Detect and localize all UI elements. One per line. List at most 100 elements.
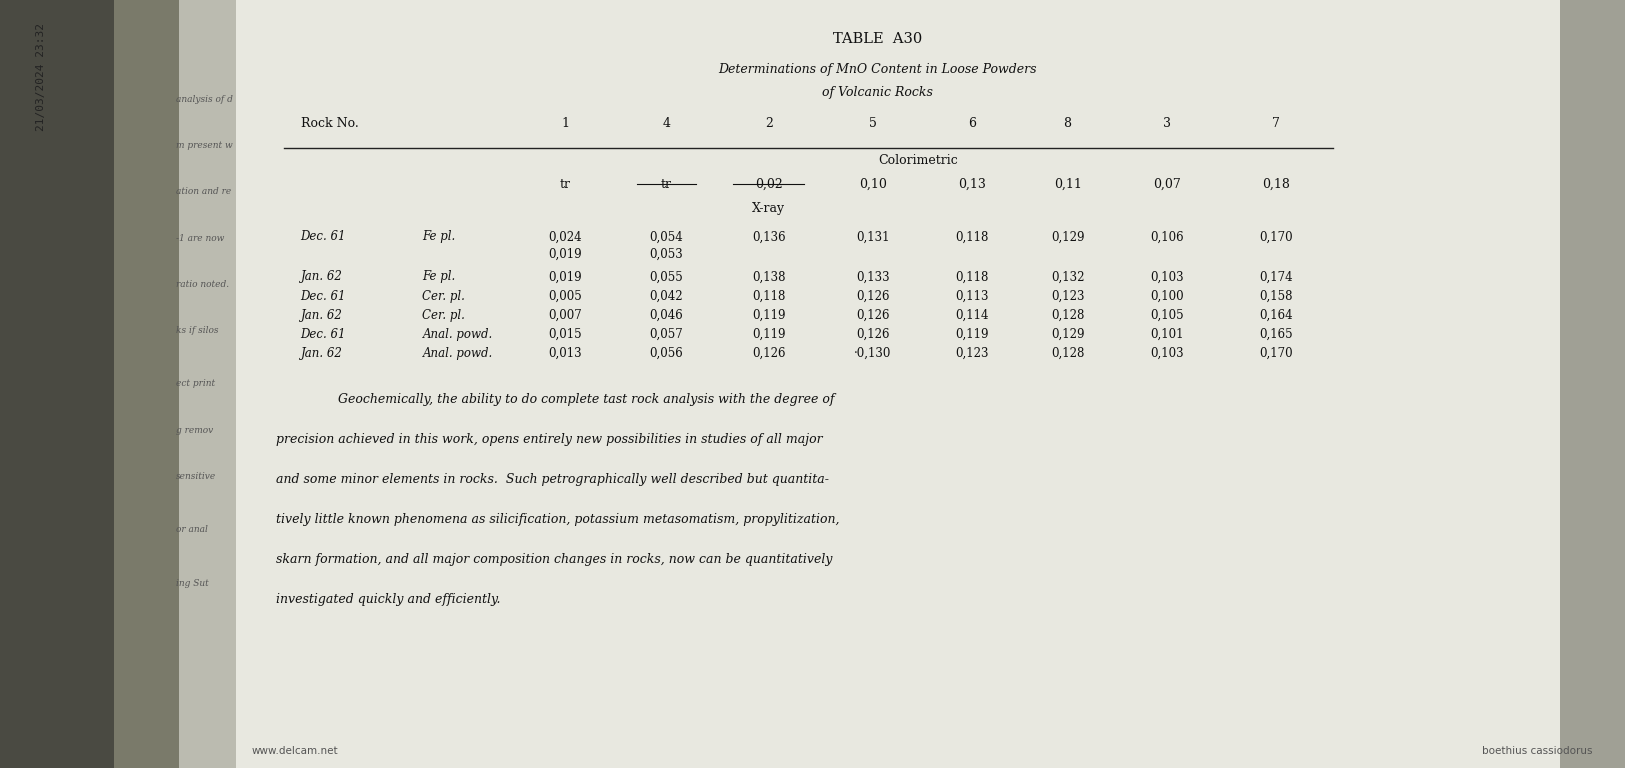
Text: 0,11: 0,11 <box>1053 178 1082 191</box>
Text: Anal. powd.: Anal. powd. <box>422 347 492 360</box>
Text: X-ray: X-ray <box>752 202 785 215</box>
Text: 0,165: 0,165 <box>1259 328 1292 341</box>
Text: 0,07: 0,07 <box>1152 178 1181 191</box>
Text: 0,164: 0,164 <box>1259 309 1292 322</box>
Text: 0,18: 0,18 <box>1261 178 1290 191</box>
Text: boethius cassiodorus: boethius cassiodorus <box>1482 746 1592 756</box>
Text: tr: tr <box>561 178 570 191</box>
Bar <box>114 0 179 768</box>
Text: 0,02: 0,02 <box>754 178 783 191</box>
Text: 0,101: 0,101 <box>1150 328 1183 341</box>
Text: Cer. pl.: Cer. pl. <box>422 290 465 303</box>
Text: 0,114: 0,114 <box>956 309 988 322</box>
Text: Jan. 62: Jan. 62 <box>301 270 343 283</box>
Text: tively little known phenomena as silicification, potassium metasomatism, propyli: tively little known phenomena as silicif… <box>276 513 840 526</box>
Text: ks if silos: ks if silos <box>176 326 218 335</box>
Text: ratio noted.: ratio noted. <box>176 280 229 289</box>
Text: investigated quickly and efficiently.: investigated quickly and efficiently. <box>276 593 500 606</box>
Text: 0,170: 0,170 <box>1259 230 1292 243</box>
Text: 0,024: 0,024 <box>549 230 582 243</box>
Text: 3: 3 <box>1164 117 1170 130</box>
Text: Dec. 61: Dec. 61 <box>301 230 346 243</box>
Text: 0,118: 0,118 <box>956 270 988 283</box>
Text: 4: 4 <box>663 117 670 130</box>
Text: Dec. 61: Dec. 61 <box>301 328 346 341</box>
Text: m present w: m present w <box>176 141 232 151</box>
Text: Cer. pl.: Cer. pl. <box>422 309 465 322</box>
Text: Anal. powd.: Anal. powd. <box>422 328 492 341</box>
Text: 0,103: 0,103 <box>1150 347 1183 360</box>
Text: 0,123: 0,123 <box>1051 290 1084 303</box>
Text: g remov: g remov <box>176 425 213 435</box>
Text: 6: 6 <box>968 117 975 130</box>
Text: 0,119: 0,119 <box>752 328 785 341</box>
Text: Geochemically, the ability to do complete tast rock analysis with the degree of: Geochemically, the ability to do complet… <box>338 393 835 406</box>
Text: 0,119: 0,119 <box>956 328 988 341</box>
Text: Jan. 62: Jan. 62 <box>301 347 343 360</box>
Text: 0,13: 0,13 <box>957 178 986 191</box>
Text: 0,007: 0,007 <box>549 309 582 322</box>
Text: 0,106: 0,106 <box>1150 230 1183 243</box>
Text: 0,123: 0,123 <box>956 347 988 360</box>
Text: 0,131: 0,131 <box>856 230 889 243</box>
Text: 1: 1 <box>562 117 569 130</box>
Text: 0,100: 0,100 <box>1150 290 1183 303</box>
Text: ing Sut: ing Sut <box>176 579 208 588</box>
Text: 0,170: 0,170 <box>1259 347 1292 360</box>
Bar <box>162 0 1592 768</box>
Text: Fe pl.: Fe pl. <box>422 230 455 243</box>
Text: 0,046: 0,046 <box>650 309 682 322</box>
Text: 0,119: 0,119 <box>752 309 785 322</box>
Text: 0,132: 0,132 <box>1051 270 1084 283</box>
Text: 2: 2 <box>765 117 772 130</box>
Text: 0,126: 0,126 <box>856 290 889 303</box>
Text: 0,138: 0,138 <box>752 270 785 283</box>
Text: Jan. 62: Jan. 62 <box>301 309 343 322</box>
Text: 0,129: 0,129 <box>1051 328 1084 341</box>
Text: Rock No.: Rock No. <box>301 117 359 130</box>
Text: 0,057: 0,057 <box>650 328 682 341</box>
Text: and some minor elements in rocks.  Such petrographically well described but quan: and some minor elements in rocks. Such p… <box>276 473 829 486</box>
Text: 0,10: 0,10 <box>858 178 887 191</box>
Text: of Volcanic Rocks: of Volcanic Rocks <box>822 86 933 99</box>
Text: 0,174: 0,174 <box>1259 270 1292 283</box>
Text: skarn formation, and all major composition changes in rocks, now can be quantita: skarn formation, and all major compositi… <box>276 553 832 566</box>
Text: Determinations of MnO Content in Loose Powders: Determinations of MnO Content in Loose P… <box>718 63 1037 76</box>
Text: precision achieved in this work, opens entirely new possibilities in studies of : precision achieved in this work, opens e… <box>276 433 822 446</box>
Text: analysis of d: analysis of d <box>176 95 232 104</box>
Text: 0,129: 0,129 <box>1051 230 1084 243</box>
Text: 0,055: 0,055 <box>650 270 682 283</box>
Text: 0,136: 0,136 <box>752 230 785 243</box>
Text: 0,013: 0,013 <box>549 347 582 360</box>
Text: 0,133: 0,133 <box>856 270 889 283</box>
Text: 0,105: 0,105 <box>1150 309 1183 322</box>
Bar <box>179 0 236 768</box>
Bar <box>1560 0 1625 768</box>
Text: 7: 7 <box>1272 117 1279 130</box>
Text: 0,056: 0,056 <box>650 347 682 360</box>
Text: 0,126: 0,126 <box>856 328 889 341</box>
Text: ·0,130: ·0,130 <box>855 347 890 360</box>
Text: Colorimetric: Colorimetric <box>878 154 959 167</box>
Text: 0,118: 0,118 <box>752 290 785 303</box>
Text: 0,019: 0,019 <box>549 248 582 261</box>
Text: 0,015: 0,015 <box>549 328 582 341</box>
Text: 0,113: 0,113 <box>956 290 988 303</box>
Text: Dec. 61: Dec. 61 <box>301 290 346 303</box>
Text: tr: tr <box>661 178 671 191</box>
Text: or anal: or anal <box>176 525 208 535</box>
Bar <box>0 0 114 768</box>
Text: 0,118: 0,118 <box>956 230 988 243</box>
Text: 0,005: 0,005 <box>549 290 582 303</box>
Text: www.delcam.net: www.delcam.net <box>252 746 338 756</box>
Text: 0,126: 0,126 <box>856 309 889 322</box>
Text: TABLE  A30: TABLE A30 <box>834 32 921 46</box>
Text: -1 are now: -1 are now <box>176 233 224 243</box>
Text: 0,054: 0,054 <box>650 230 682 243</box>
Text: ation and re: ation and re <box>176 187 231 197</box>
Text: 0,126: 0,126 <box>752 347 785 360</box>
Text: sensitive: sensitive <box>176 472 216 481</box>
Text: 21/03/2024 23:32: 21/03/2024 23:32 <box>36 23 46 131</box>
Text: 0,042: 0,042 <box>650 290 682 303</box>
Text: 0,128: 0,128 <box>1051 347 1084 360</box>
